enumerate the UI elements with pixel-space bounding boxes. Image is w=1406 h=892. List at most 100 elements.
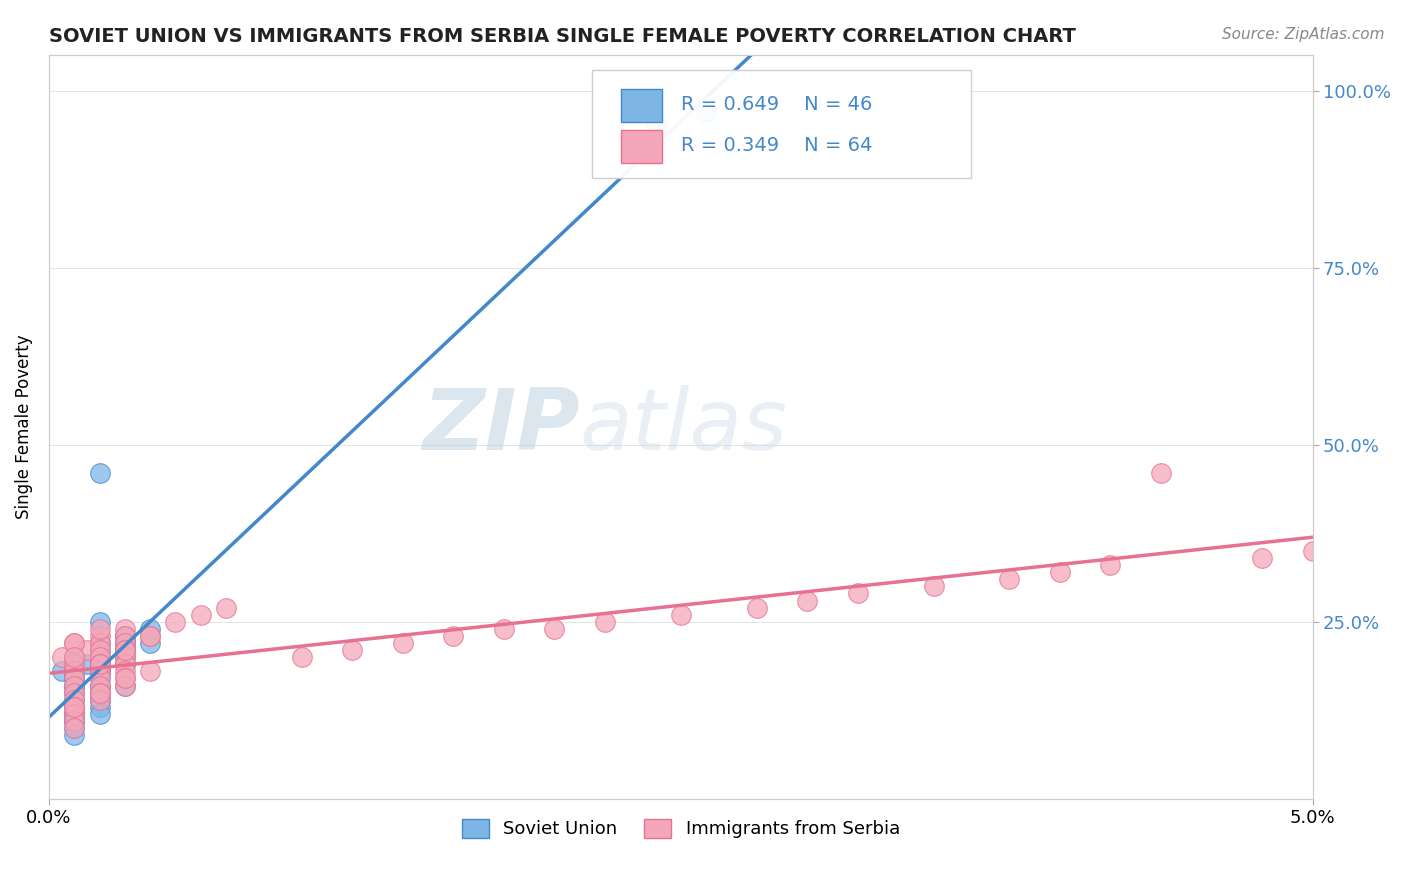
Point bbox=[89, 636, 111, 650]
Text: Source: ZipAtlas.com: Source: ZipAtlas.com bbox=[1222, 27, 1385, 42]
Point bbox=[89, 650, 111, 665]
Point bbox=[89, 679, 111, 693]
Point bbox=[63, 679, 86, 693]
Point bbox=[63, 706, 86, 721]
Point bbox=[114, 665, 136, 679]
Point bbox=[1049, 565, 1071, 579]
Point bbox=[745, 600, 768, 615]
Point bbox=[89, 699, 111, 714]
Point bbox=[291, 650, 314, 665]
Point bbox=[89, 650, 111, 665]
Point bbox=[644, 119, 666, 133]
Point bbox=[89, 615, 111, 629]
Point bbox=[190, 607, 212, 622]
Point bbox=[63, 636, 86, 650]
Point bbox=[89, 692, 111, 706]
Point bbox=[63, 672, 86, 686]
Point bbox=[1150, 466, 1173, 480]
Point bbox=[139, 629, 162, 643]
Point bbox=[63, 721, 86, 735]
Point bbox=[114, 643, 136, 657]
Point bbox=[89, 643, 111, 657]
Point bbox=[63, 672, 86, 686]
Point bbox=[63, 714, 86, 728]
Point bbox=[63, 685, 86, 699]
Point bbox=[63, 692, 86, 706]
Point bbox=[63, 679, 86, 693]
Point bbox=[846, 586, 869, 600]
Point bbox=[63, 685, 86, 699]
Point bbox=[63, 657, 86, 672]
Point bbox=[114, 650, 136, 665]
Point bbox=[114, 643, 136, 657]
Point bbox=[89, 622, 111, 636]
Bar bbox=[621, 129, 662, 163]
Point bbox=[114, 679, 136, 693]
Point bbox=[543, 622, 565, 636]
Text: SOVIET UNION VS IMMIGRANTS FROM SERBIA SINGLE FEMALE POVERTY CORRELATION CHART: SOVIET UNION VS IMMIGRANTS FROM SERBIA S… bbox=[49, 27, 1076, 45]
Legend: Soviet Union, Immigrants from Serbia: Soviet Union, Immigrants from Serbia bbox=[454, 812, 907, 846]
Point bbox=[63, 706, 86, 721]
Point bbox=[695, 104, 717, 119]
Point bbox=[391, 636, 413, 650]
Point bbox=[492, 622, 515, 636]
Point bbox=[342, 643, 364, 657]
Point bbox=[114, 657, 136, 672]
Point bbox=[89, 629, 111, 643]
Point bbox=[63, 692, 86, 706]
Point bbox=[922, 579, 945, 593]
Text: R = 0.349    N = 64: R = 0.349 N = 64 bbox=[681, 136, 872, 155]
Point bbox=[89, 657, 111, 672]
Point bbox=[114, 679, 136, 693]
Point bbox=[89, 466, 111, 480]
Point bbox=[63, 672, 86, 686]
Text: ZIP: ZIP bbox=[422, 385, 579, 468]
Point bbox=[114, 657, 136, 672]
Point bbox=[441, 629, 464, 643]
Point bbox=[63, 699, 86, 714]
Point bbox=[139, 636, 162, 650]
Point bbox=[89, 657, 111, 672]
Point bbox=[51, 650, 73, 665]
Point bbox=[593, 615, 616, 629]
Point bbox=[63, 699, 86, 714]
Point bbox=[76, 643, 98, 657]
Point bbox=[76, 657, 98, 672]
Point bbox=[63, 650, 86, 665]
Point bbox=[114, 629, 136, 643]
Point bbox=[89, 665, 111, 679]
Point bbox=[89, 636, 111, 650]
Point bbox=[89, 685, 111, 699]
Y-axis label: Single Female Poverty: Single Female Poverty bbox=[15, 334, 32, 519]
Point bbox=[63, 665, 86, 679]
Point bbox=[1099, 558, 1122, 573]
Point bbox=[63, 650, 86, 665]
Point bbox=[1302, 544, 1324, 558]
Point bbox=[114, 643, 136, 657]
Point bbox=[165, 615, 187, 629]
Point bbox=[89, 657, 111, 672]
Bar bbox=[621, 88, 662, 122]
Point bbox=[63, 699, 86, 714]
Point bbox=[89, 643, 111, 657]
Point bbox=[998, 572, 1021, 586]
Point bbox=[114, 622, 136, 636]
Point bbox=[89, 692, 111, 706]
Point bbox=[51, 665, 73, 679]
Point bbox=[89, 692, 111, 706]
Point bbox=[63, 728, 86, 742]
Point bbox=[89, 665, 111, 679]
Point bbox=[114, 672, 136, 686]
Point bbox=[89, 685, 111, 699]
Point bbox=[63, 706, 86, 721]
Point bbox=[114, 629, 136, 643]
Point bbox=[215, 600, 238, 615]
Point bbox=[63, 679, 86, 693]
Text: R = 0.649    N = 46: R = 0.649 N = 46 bbox=[681, 95, 872, 114]
Point bbox=[114, 636, 136, 650]
Point bbox=[89, 706, 111, 721]
Text: atlas: atlas bbox=[579, 385, 787, 468]
Point bbox=[114, 636, 136, 650]
Point bbox=[89, 657, 111, 672]
Point bbox=[63, 714, 86, 728]
